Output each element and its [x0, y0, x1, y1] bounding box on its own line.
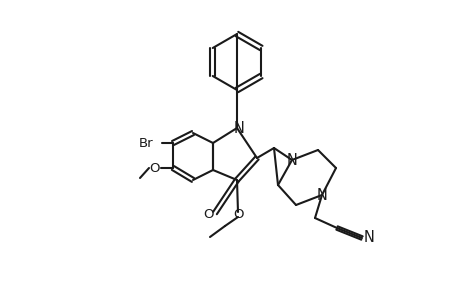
Text: Br: Br: [138, 136, 153, 149]
Text: N: N: [286, 152, 297, 167]
Text: O: O: [233, 208, 244, 221]
Text: O: O: [203, 208, 214, 221]
Text: O: O: [150, 161, 160, 175]
Text: N: N: [316, 188, 327, 202]
Text: N: N: [233, 121, 244, 136]
Text: N: N: [363, 230, 374, 245]
